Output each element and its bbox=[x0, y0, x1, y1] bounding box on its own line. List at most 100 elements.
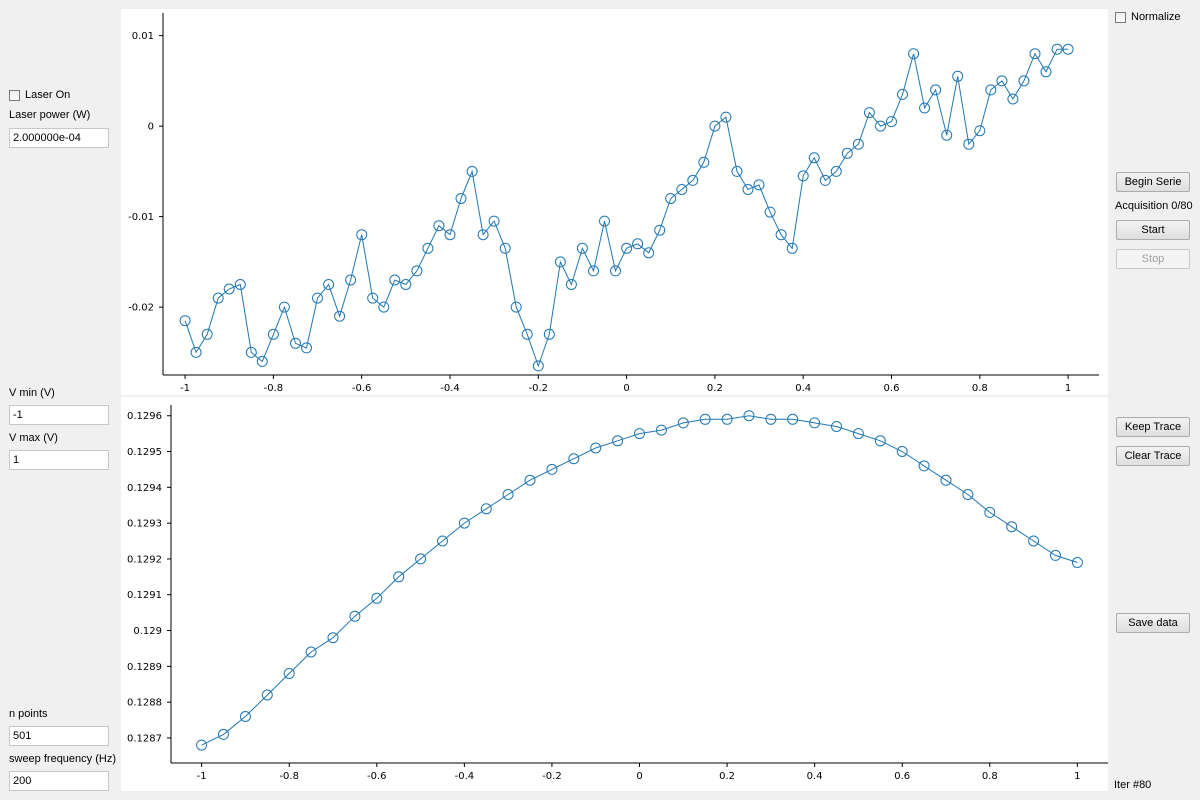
bottom-plot-data-point bbox=[918, 460, 930, 472]
top-plot-data-point bbox=[941, 129, 953, 141]
top-plot-data-point bbox=[764, 206, 776, 218]
bottom-plot: -1 -0.8 -0.6 -0.4 -0.2 0 0.2 0.4 0.6 0.8 1 0.1296 0.… bbox=[127, 405, 1108, 782]
top-plot-data-point bbox=[875, 120, 886, 132]
top-plot-data-point bbox=[863, 107, 875, 119]
bottom-plot-data-point bbox=[699, 413, 711, 425]
top-plot-data-point bbox=[455, 193, 467, 204]
top-plot-data-point bbox=[1062, 43, 1074, 55]
bottom-plot-x-tick-label: -0.2 bbox=[542, 771, 562, 782]
laser-on-checkbox[interactable]: Laser On bbox=[9, 89, 70, 101]
top-plot-data-point bbox=[919, 102, 931, 114]
top-plot-data-point bbox=[411, 265, 423, 277]
bottom-plot-y-tick-label: 0.1294 bbox=[127, 483, 162, 494]
top-plot-data-point bbox=[256, 355, 268, 367]
top-plot-series-line bbox=[184, 48, 1069, 368]
bottom-plot-x-tick-label: 1 bbox=[1074, 771, 1080, 782]
vmin-label: V min (V) bbox=[9, 387, 55, 399]
keep-trace-button[interactable]: Keep Trace bbox=[1116, 417, 1190, 437]
bottom-plot-data-point bbox=[962, 489, 974, 500]
top-plot-data-point bbox=[698, 156, 710, 168]
top-plot-data-point bbox=[963, 138, 975, 150]
bottom-plot-data-point bbox=[218, 728, 229, 740]
bottom-plot-data-point bbox=[634, 428, 645, 440]
top-plot-data-point bbox=[775, 229, 787, 241]
normalize-checkbox[interactable]: Normalize bbox=[1115, 11, 1181, 23]
normalize-checkbox-box[interactable] bbox=[1115, 11, 1126, 23]
bottom-plot-data-point bbox=[655, 424, 667, 436]
stop-button[interactable]: Stop bbox=[1116, 249, 1190, 269]
bottom-plot-y-tick-label: 0.1288 bbox=[127, 698, 162, 709]
top-plot-x-tick-label: 0.4 bbox=[795, 383, 811, 394]
top-plot-x-tick-label: 1 bbox=[1065, 383, 1071, 394]
top-plot-data-point bbox=[389, 274, 401, 286]
top-plot-data-point bbox=[301, 342, 312, 354]
top-plot-x-tick-label: -1 bbox=[180, 383, 190, 394]
bottom-plot-data-point bbox=[327, 632, 339, 644]
bottom-plot-area: -1 -0.8 -0.6 -0.4 -0.2 0 0.2 0.4 0.6 0.8 1 0.1296 0.… bbox=[121, 397, 1108, 791]
top-plot-data-point bbox=[974, 125, 986, 137]
vmax-label: V max (V) bbox=[9, 432, 58, 444]
top-plot-data-point bbox=[819, 174, 831, 186]
top-plot-data-point bbox=[676, 184, 688, 195]
top-plot-data-point bbox=[621, 242, 633, 254]
sweep-frequency-input[interactable] bbox=[9, 771, 109, 791]
bottom-plot-y-tick-label: 0.1292 bbox=[127, 554, 162, 565]
top-plot-data-point bbox=[223, 283, 235, 295]
top-plot-data-point bbox=[278, 301, 290, 313]
top-plot-data-point bbox=[521, 328, 533, 340]
bottom-plot-data-point bbox=[940, 474, 952, 486]
bottom-plot-y-tick-label: 0.1289 bbox=[127, 662, 162, 673]
bottom-plot-data-point bbox=[480, 503, 492, 515]
bottom-plot-data-point bbox=[765, 413, 777, 425]
top-plot-x-tick-label: 0.2 bbox=[707, 383, 723, 394]
vmax-input[interactable] bbox=[9, 450, 109, 470]
laser-power-input[interactable] bbox=[9, 128, 109, 148]
laser-on-checkbox-box[interactable] bbox=[9, 89, 20, 101]
top-plot-data-point bbox=[841, 147, 853, 159]
bottom-plot-data-point bbox=[1071, 557, 1083, 568]
top-plot-data-point bbox=[797, 170, 809, 182]
top-plot-data-point bbox=[985, 84, 997, 96]
top-plot-data-point bbox=[576, 242, 588, 254]
top-plot-data-point bbox=[312, 292, 323, 304]
top-plot-data-point bbox=[444, 229, 456, 241]
top-plot-data-point bbox=[356, 229, 368, 241]
bottom-plot-data-point bbox=[437, 535, 448, 547]
bottom-plot-data-point bbox=[458, 517, 470, 529]
top-plot-data-point bbox=[908, 48, 920, 60]
top-plot-data-point bbox=[1051, 43, 1063, 55]
top-plot-area: -1 -0.8 -0.6 -0.4 -0.2 0 0.2 0.4 0.6 0.8 1 0.01 0 -0.… bbox=[121, 9, 1108, 395]
bottom-plot-data-point bbox=[590, 442, 602, 454]
top-plot-data-point bbox=[1018, 75, 1030, 87]
npoints-label: n points bbox=[9, 708, 48, 720]
top-plot-data-point bbox=[709, 120, 721, 132]
top-plot-x-tick-label: 0.8 bbox=[972, 383, 988, 394]
top-plot-data-point bbox=[499, 242, 511, 254]
top-plot-data-point bbox=[897, 88, 908, 100]
npoints-input[interactable] bbox=[9, 726, 109, 746]
bottom-plot-data-point bbox=[1006, 521, 1018, 533]
top-plot-data-point bbox=[742, 184, 754, 195]
bottom-plot-data-point bbox=[196, 739, 208, 751]
iteration-counter: Iter #80 bbox=[1114, 779, 1152, 791]
clear-trace-button[interactable]: Clear Trace bbox=[1116, 446, 1190, 466]
top-plot-data-point bbox=[731, 165, 743, 177]
top-plot-y-tick-label: -0.02 bbox=[128, 303, 154, 314]
top-plot-data-point bbox=[190, 346, 202, 358]
normalize-label: Normalize bbox=[1131, 11, 1181, 23]
bottom-plot-data-point bbox=[896, 446, 908, 457]
bottom-plot-data-point bbox=[787, 413, 799, 425]
begin-serie-button[interactable]: Begin Serie bbox=[1116, 172, 1190, 192]
top-plot-data-point bbox=[267, 328, 279, 340]
bottom-plot-y-tick-label: 0.1293 bbox=[127, 519, 162, 530]
acquisition-status: Acquisition 0/80 bbox=[1115, 200, 1193, 212]
top-plot-data-point bbox=[952, 70, 964, 82]
bottom-plot-data-point bbox=[261, 689, 273, 701]
save-data-button[interactable]: Save data bbox=[1116, 613, 1190, 633]
top-plot-data-point bbox=[466, 165, 478, 177]
top-plot-data-point bbox=[334, 310, 346, 322]
start-button[interactable]: Start bbox=[1116, 220, 1190, 240]
top-plot-data-point bbox=[886, 116, 897, 128]
vmin-input[interactable] bbox=[9, 405, 109, 425]
bottom-plot-data-point bbox=[568, 453, 580, 465]
